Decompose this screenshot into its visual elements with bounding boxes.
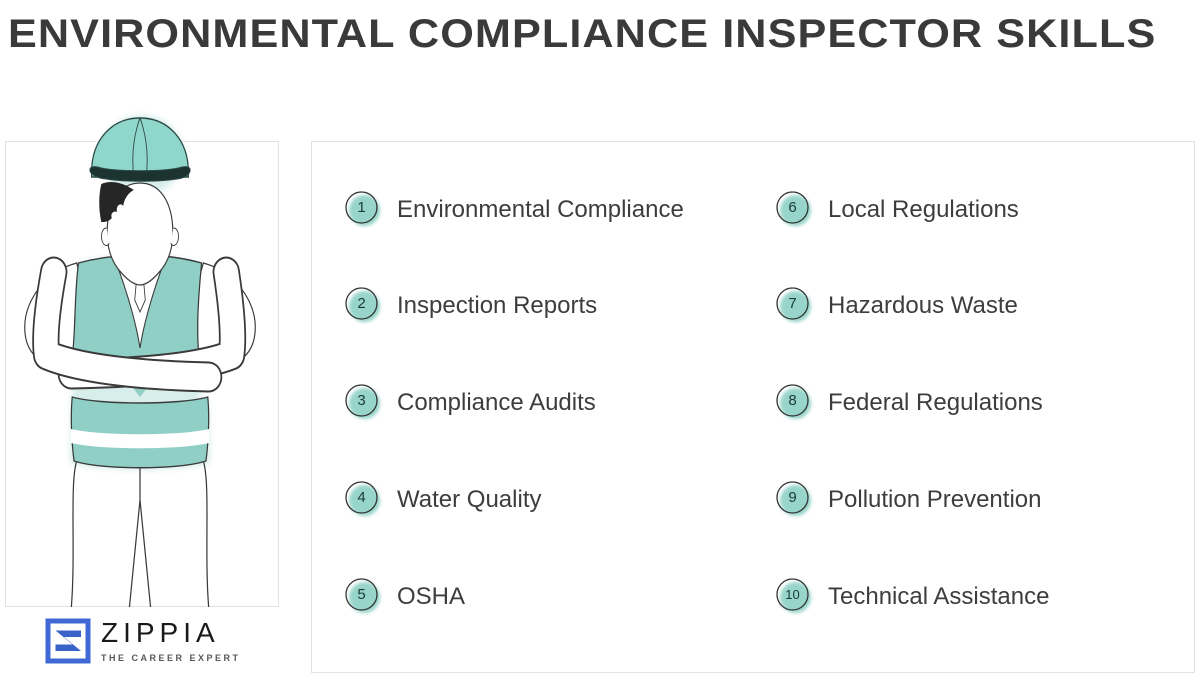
- svg-text:1: 1: [357, 199, 365, 216]
- svg-text:7: 7: [788, 295, 796, 312]
- svg-text:8: 8: [788, 392, 796, 409]
- svg-text:4: 4: [357, 489, 365, 506]
- svg-text:2: 2: [357, 295, 365, 312]
- svg-text:6: 6: [788, 199, 796, 216]
- svg-text:3: 3: [357, 392, 365, 409]
- svg-text:5: 5: [357, 586, 365, 603]
- svg-text:10: 10: [785, 587, 799, 602]
- svg-text:9: 9: [788, 489, 796, 506]
